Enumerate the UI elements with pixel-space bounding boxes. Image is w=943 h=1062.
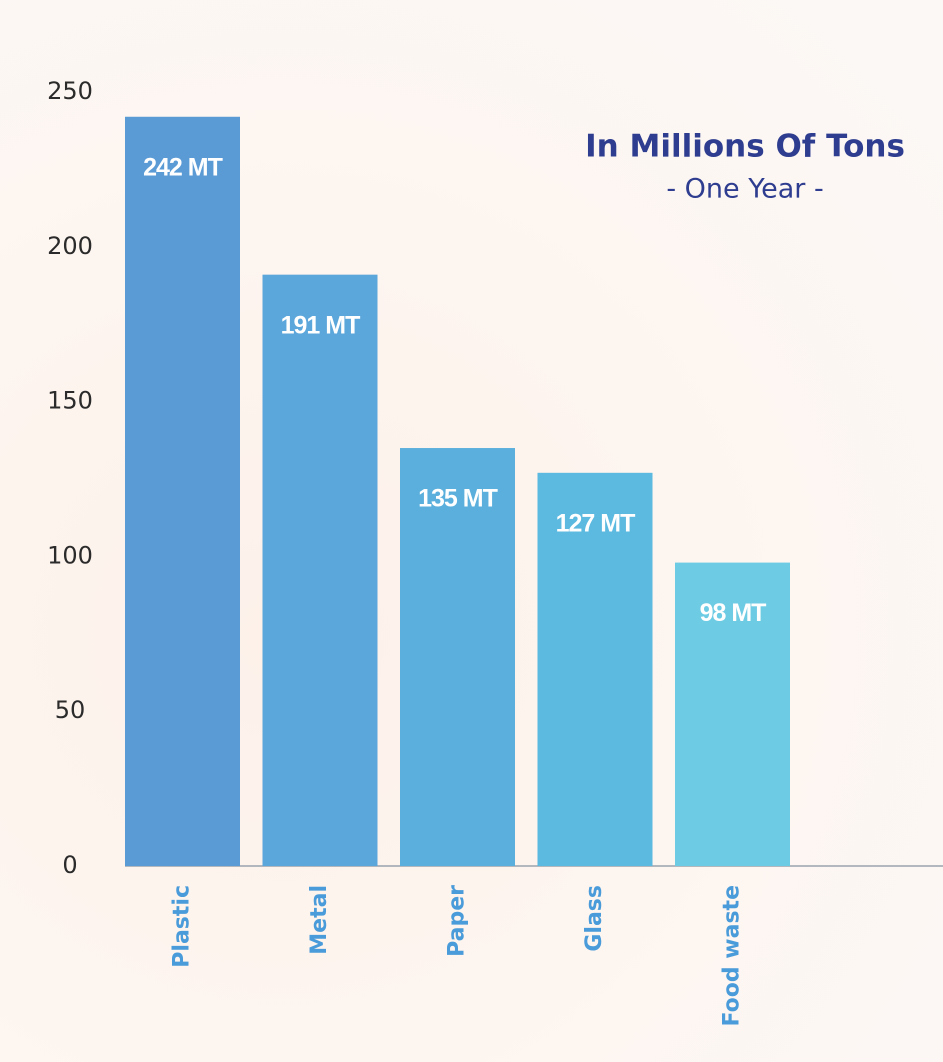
bar — [675, 562, 790, 866]
x-tick-label: Paper — [445, 885, 470, 957]
y-tick-label: 200 — [47, 232, 93, 260]
x-tick-label: Food waste — [720, 885, 745, 1026]
value-label: 191 MT — [281, 311, 360, 339]
bar — [125, 116, 240, 866]
y-tick-label: 100 — [47, 541, 93, 569]
bar — [400, 448, 515, 866]
bar — [537, 472, 653, 866]
x-tick-label: Plastic — [170, 885, 195, 968]
chart-subtitle: - One Year - — [666, 174, 823, 205]
value-label: 127 MT — [556, 509, 635, 537]
bar — [262, 274, 378, 866]
chart-title: In Millions Of Tons — [585, 129, 905, 165]
y-tick-label: 50 — [55, 696, 86, 724]
y-tick-label: 150 — [47, 387, 93, 415]
x-tick-label: Metal — [307, 885, 332, 955]
y-tick-label: 0 — [62, 851, 77, 879]
value-label: 98 MT — [700, 599, 767, 627]
value-label: 242 MT — [143, 153, 222, 181]
y-tick-label: 250 — [47, 77, 93, 105]
value-label: 135 MT — [418, 485, 497, 513]
x-tick-label: Glass — [582, 885, 607, 952]
